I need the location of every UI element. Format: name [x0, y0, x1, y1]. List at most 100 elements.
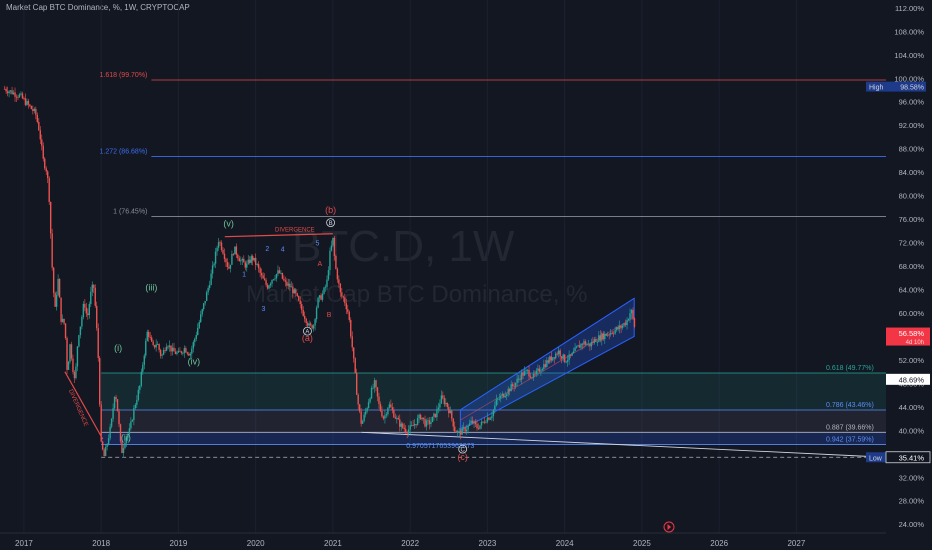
candle-body — [84, 303, 86, 308]
candle-body — [421, 417, 423, 420]
candle-body — [51, 233, 53, 268]
price-axis-tick: 88.00% — [899, 145, 925, 154]
circled-wave-letter: A — [305, 330, 309, 336]
circled-wave-marker — [326, 218, 336, 228]
candle-body — [197, 327, 199, 336]
time-axis-tick: 2019 — [170, 539, 188, 548]
price-label-tag — [885, 451, 931, 464]
candle-body — [335, 255, 337, 269]
candle-body — [376, 387, 379, 397]
candle-body — [125, 437, 128, 444]
candle-body — [277, 270, 279, 275]
candle-body — [162, 350, 165, 355]
candle-body — [304, 315, 306, 319]
candle-body — [626, 320, 628, 326]
wave-label: (b) — [325, 205, 336, 215]
candle-body — [3, 88, 6, 90]
replay-icon-glyph — [667, 524, 671, 530]
divergence-label-top: DIVERGENCE — [275, 227, 315, 233]
candle-body — [281, 272, 284, 279]
candle-body — [324, 286, 327, 288]
candle-body — [33, 108, 36, 112]
wave-label: (i) — [114, 343, 122, 353]
candle-body — [5, 88, 7, 92]
candle-body — [228, 266, 230, 269]
candle-body — [387, 407, 389, 415]
candle-body — [67, 361, 70, 370]
candle-body — [630, 310, 633, 314]
candle-body — [170, 345, 172, 352]
candle-body — [309, 323, 312, 326]
candle-body — [511, 384, 514, 386]
candle-body — [107, 438, 110, 444]
candle-body — [471, 420, 474, 424]
candle-body — [419, 414, 422, 420]
candle-body — [301, 304, 303, 311]
candle-body — [467, 425, 469, 430]
price-axis-tick: 32.00% — [899, 473, 925, 482]
candle-body — [185, 348, 187, 353]
candle-body — [168, 345, 171, 348]
candle-body — [607, 334, 609, 336]
candle-body — [133, 407, 135, 420]
candle-body — [226, 262, 229, 267]
candle-body — [549, 356, 551, 363]
candle-body — [399, 419, 401, 427]
candle-body — [124, 443, 126, 449]
time-axis-tick: 2023 — [479, 539, 497, 548]
candle-body — [183, 348, 186, 353]
candle-body — [464, 427, 466, 432]
candle-body — [344, 297, 346, 304]
candle-body — [87, 313, 89, 316]
candle-body — [553, 357, 555, 359]
divergence-line-top — [224, 233, 333, 238]
candle-body — [61, 318, 64, 322]
candle-body — [535, 370, 538, 375]
wave-label: 3 — [261, 306, 265, 313]
candle-body — [260, 272, 263, 276]
candle-body — [293, 289, 296, 294]
candle-body — [142, 364, 144, 372]
candle-body — [177, 350, 180, 353]
candle-body — [52, 267, 55, 293]
wave-label: 5 — [316, 240, 320, 247]
candle-body — [265, 280, 267, 285]
candle-body — [366, 408, 368, 412]
candle-body — [363, 414, 365, 422]
candle-body — [443, 398, 446, 405]
time-axis-tick: 2027 — [787, 539, 805, 548]
candle-body — [327, 270, 330, 280]
candle-body — [244, 262, 246, 268]
candle-body — [555, 353, 557, 359]
candle-body — [369, 398, 371, 403]
candle-body — [364, 411, 367, 415]
candle-body — [601, 333, 603, 341]
candle-body — [485, 421, 487, 423]
candle-body — [424, 419, 426, 427]
candle-body — [75, 366, 77, 379]
candle-body — [338, 279, 340, 284]
candle-body — [35, 108, 37, 115]
candle-body — [118, 411, 120, 425]
candle-body — [507, 388, 509, 395]
candle-body — [632, 310, 634, 319]
candle-body — [350, 320, 352, 337]
candle-body — [381, 410, 383, 417]
price-axis-tick: 64.00% — [899, 286, 925, 295]
candle-body — [159, 349, 162, 356]
candle-body — [64, 323, 67, 339]
candle-body — [21, 93, 24, 99]
candle-body — [418, 414, 420, 419]
candle-body — [546, 360, 548, 367]
candle-body — [112, 408, 114, 419]
price-axis-tick: 28.00% — [899, 497, 925, 506]
candle-body — [204, 300, 206, 304]
price-axis-tick: 108.00% — [894, 27, 924, 36]
candle-body — [280, 272, 282, 274]
time-axis-tick: 2026 — [710, 539, 728, 548]
price-label-value: 35.41% — [899, 453, 925, 462]
candle-body — [220, 242, 223, 250]
candle-body — [393, 410, 395, 418]
price-axis-tick: 76.00% — [899, 215, 925, 224]
